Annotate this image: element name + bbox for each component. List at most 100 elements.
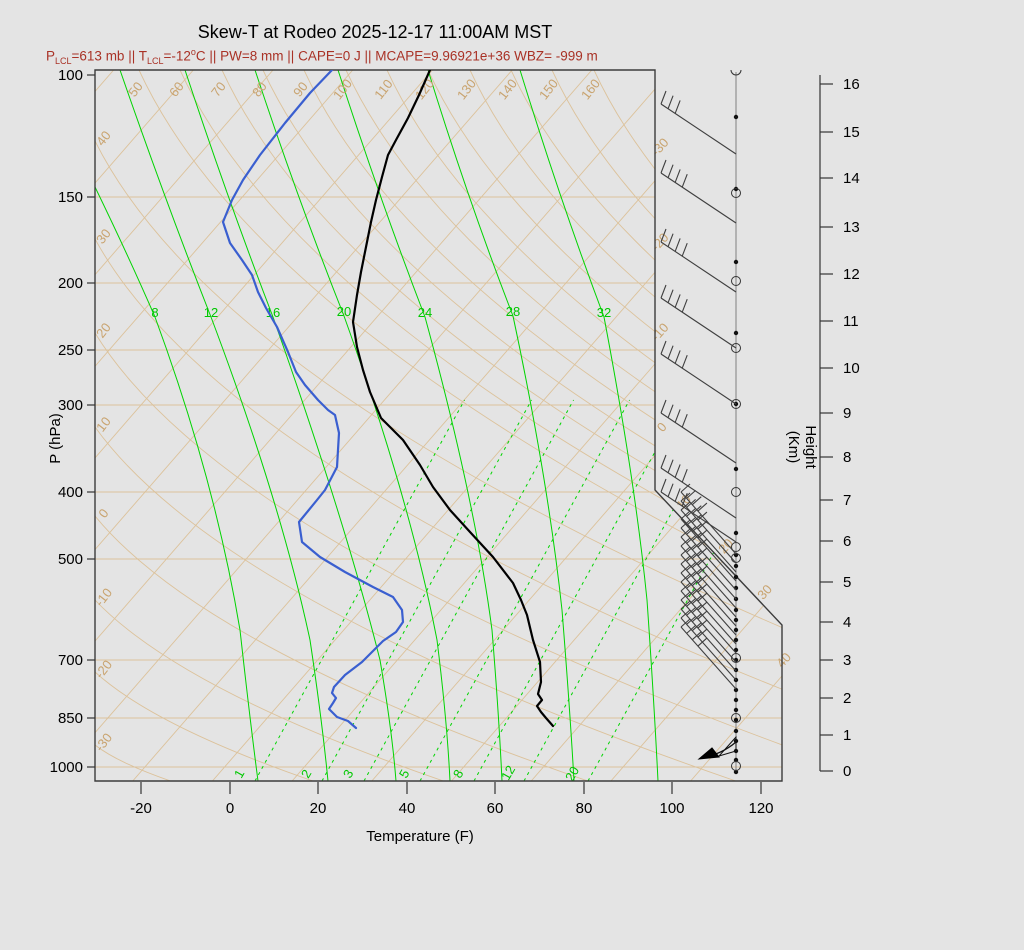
dry-adiabat-label: 80 — [249, 79, 270, 100]
level-dot — [733, 707, 739, 713]
pressure-tick-label: 200 — [58, 275, 83, 292]
isotherm-line — [95, 70, 672, 781]
moist-adiabat-label: 12 — [204, 305, 218, 320]
moist-adiabat-line — [184, 70, 397, 781]
mixing-ratio-label: 20 — [562, 764, 582, 784]
moist-adiabat-label: 8 — [151, 305, 158, 320]
moist-adiabat-line — [519, 70, 659, 781]
gridline-labels: 50 60 70 80 90 100 110 120 130 140 150 160403020100… — [92, 76, 794, 784]
dry-adiabat-line — [95, 238, 782, 781]
dry-adiabat-label: 50 — [125, 79, 146, 100]
dry-adiabat-line — [427, 70, 782, 781]
sounding-stats-line: PLCL=613 mb || TLCL=-12oC || PW=8 mm || … — [46, 47, 598, 67]
isotherm-line — [95, 70, 513, 781]
level-circle — [731, 653, 741, 663]
wind-barb — [680, 618, 737, 690]
height-tick-label: 13 — [843, 219, 860, 236]
isotherm-label: -20 — [648, 230, 672, 254]
level-dot — [733, 563, 739, 569]
sounding-curves — [221, 70, 555, 730]
level-dot — [733, 687, 739, 693]
temperature-axis-title: Temperature (F) — [366, 828, 474, 845]
dry-adiabat-label: 130 — [454, 76, 479, 102]
isotherm-label: -10 — [648, 320, 672, 344]
height-tick-label: 12 — [843, 266, 860, 283]
level-dot — [733, 697, 739, 703]
level-dot — [733, 717, 739, 723]
dry-adiabat-line — [95, 426, 736, 781]
level-dot — [733, 667, 739, 673]
level-dot — [733, 769, 739, 775]
isotherm-label: 0 — [654, 419, 670, 434]
dry-adiabat-label: 0 — [95, 506, 111, 521]
wind-barb — [660, 340, 737, 405]
level-dot — [733, 728, 739, 734]
dry-adiabat-label: 20 — [93, 320, 114, 341]
dry-adiabat-label: 30 — [93, 226, 114, 247]
level-dot — [733, 330, 739, 336]
isotherm-line — [610, 70, 782, 781]
temp-tick-label: 120 — [748, 800, 773, 817]
height-tick-label: 15 — [843, 124, 860, 141]
level-dot — [733, 617, 739, 623]
temperature-curve — [351, 70, 555, 728]
dry-adiabat-line — [510, 70, 782, 781]
mixing-ratio-line — [523, 399, 734, 781]
height-tick-label: 7 — [843, 492, 851, 509]
dry-adiabat-line — [179, 70, 782, 781]
dry-adiabat-line — [386, 70, 782, 781]
level-circle — [731, 343, 741, 353]
height-tick-label: 6 — [843, 533, 851, 550]
wind-barb-column — [660, 69, 742, 775]
dry-adiabat-line — [262, 70, 782, 781]
isotherm-line — [95, 70, 593, 781]
level-dot — [733, 607, 739, 613]
dry-adiabat-line — [469, 70, 782, 781]
height-tick-label: 5 — [843, 574, 851, 591]
moist-adiabat-line — [95, 186, 259, 781]
height-tick-label: 8 — [843, 449, 851, 466]
mixing-ratio-line — [587, 399, 782, 781]
dry-adiabat-label: 150 — [536, 76, 561, 102]
isotherm-label: -30 — [648, 135, 672, 159]
pressure-tick-label: 500 — [58, 551, 83, 568]
wind-barb — [660, 399, 737, 464]
moist-adiabat-label: 28 — [506, 304, 520, 319]
mixing-ratio-label: 3 — [340, 767, 357, 781]
moist-adiabat-line — [119, 70, 329, 781]
dry-adiabat-line — [138, 70, 782, 781]
pressure-tick-label: 100 — [58, 67, 83, 84]
level-circle — [731, 713, 741, 723]
wind-barb — [660, 159, 737, 224]
temp-tick-label: 20 — [310, 800, 327, 817]
isotherm-label: 20 — [715, 536, 736, 557]
level-dot — [733, 574, 739, 580]
pressure-tick-label: 700 — [58, 652, 83, 669]
surface-pennant-barb — [697, 735, 737, 760]
height-tick-label: 0 — [843, 763, 851, 780]
height-tick-label: 10 — [843, 360, 860, 377]
height-tick-label: 14 — [843, 170, 860, 187]
level-circle — [731, 542, 741, 552]
wind-barb — [660, 454, 737, 519]
pressure-tick-label: 850 — [58, 710, 83, 727]
height-tick-label: 3 — [843, 652, 851, 669]
mixing-ratio-label: 1 — [231, 767, 248, 781]
isotherm-line — [291, 70, 782, 781]
mixing-ratio-line — [419, 399, 630, 781]
mixing-ratio-line — [254, 399, 465, 781]
dry-adiabat-line — [95, 140, 782, 781]
level-circle — [731, 487, 741, 497]
isotherm-line — [95, 70, 433, 781]
moist-adiabat-label: 20 — [337, 304, 351, 319]
isotherm-label: 40 — [773, 650, 794, 671]
wind-barb — [680, 609, 737, 681]
dry-adiabat-label: 160 — [578, 76, 603, 102]
dry-adiabat-line — [95, 332, 782, 781]
dry-adiabat-line — [95, 599, 444, 781]
level-dot — [733, 466, 739, 472]
staff-top-marker — [730, 69, 742, 76]
mixing-ratio-label: 8 — [450, 767, 467, 781]
